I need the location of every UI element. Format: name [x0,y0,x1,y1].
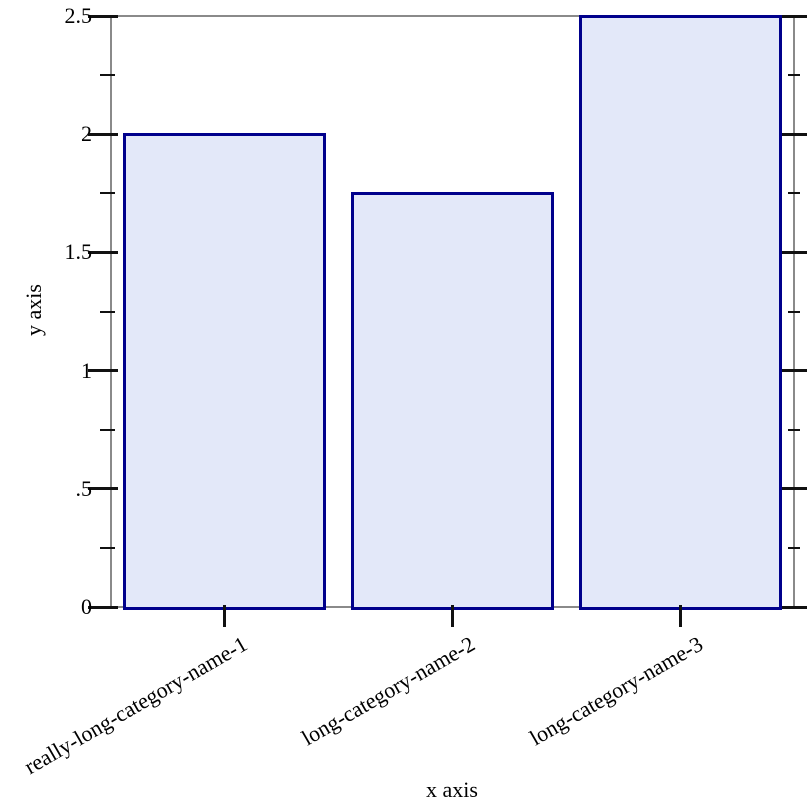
category-label: long-category-name-2 [297,631,479,751]
y-axis-title: y axis [21,284,46,336]
bar [123,132,327,610]
right-minor-tick [788,310,800,313]
y-major-tick [88,250,118,254]
y-major-tick [88,487,118,491]
y-major-tick [88,132,118,136]
right-minor-tick [788,192,800,195]
category-tick [223,605,227,627]
right-major-tick [782,487,807,491]
y-tick-label: .5 [75,475,93,501]
category-label: really-long-category-name-1 [19,631,252,780]
y-major-tick [88,14,118,18]
category-label: long-category-name-3 [524,631,707,751]
y-major-tick [88,369,118,373]
y-minor-tick [100,428,115,431]
y-minor-tick [100,74,115,77]
y-minor-tick [100,192,115,195]
x-axis-title: x axis [426,777,478,802]
right-major-tick [782,250,807,254]
right-major-tick [782,605,807,609]
bar [578,14,782,610]
y-tick-label: 2 [81,121,92,147]
y-minor-tick [100,546,115,549]
right-minor-tick [788,74,800,77]
bar [351,191,554,610]
category-tick [451,605,454,627]
right-minor-tick [788,428,800,431]
y-major-tick [88,605,118,609]
right-major-tick [782,14,807,18]
y-tick-label: 0 [81,594,92,619]
right-major-tick [782,369,807,373]
y-tick-label: 1 [81,357,92,383]
right-minor-tick [788,546,800,549]
y-tick-label: 2.5 [64,3,93,28]
y-tick-label: 1.5 [64,239,93,265]
y-minor-tick [100,310,115,313]
category-tick [678,605,682,627]
right-major-tick [782,132,807,136]
